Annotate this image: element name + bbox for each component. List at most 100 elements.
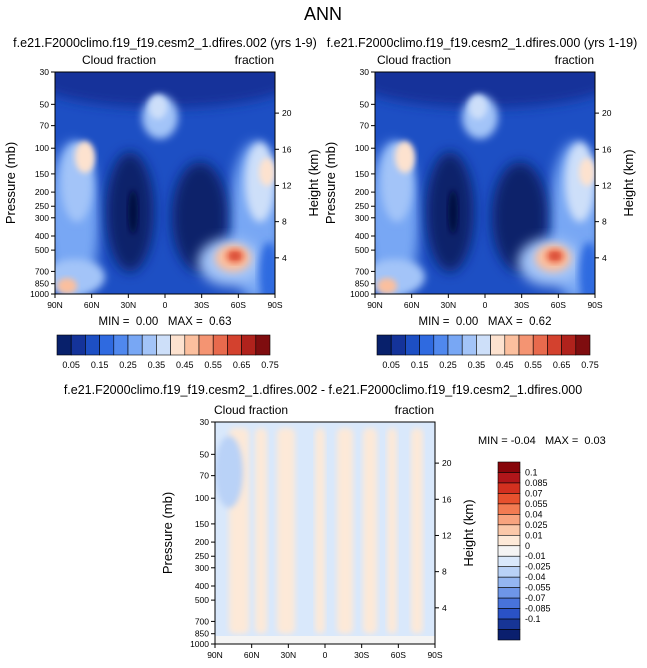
colorbar-label: 0.07 [525, 488, 543, 498]
x-tick-label: 30S [514, 300, 529, 310]
contour-region [259, 242, 275, 294]
colorbar-label: 0.35 [468, 360, 486, 370]
x-tick-label: 30S [354, 650, 369, 660]
panel-3-title: f.e21.F2000climo.f19_f19.cesm2_1.dfires.… [64, 383, 582, 397]
positive-difference-region [337, 428, 353, 634]
panel-3-left-label: Cloud fraction [214, 403, 288, 417]
colorbar-swatch [255, 334, 271, 356]
panel-1-shapes [55, 72, 275, 294]
contour-region [579, 158, 595, 186]
contour-region [128, 190, 138, 234]
colorbar-swatch [497, 482, 521, 494]
y-tick-label: 50 [200, 449, 210, 459]
colorbar-label: 0.55 [204, 360, 222, 370]
colorbar-swatch [497, 493, 521, 505]
y-tick-label: 1000 [190, 639, 209, 649]
colorbar-swatch [390, 334, 406, 356]
x-tick-label: 90N [47, 300, 63, 310]
y2-tick-label: 4 [602, 253, 607, 263]
panel-1-ylabel: Pressure (mb) [3, 142, 18, 224]
colorbar-label: 0.1 [525, 467, 538, 477]
colorbar-swatch [405, 334, 420, 356]
y-tick-label: 200 [195, 537, 209, 547]
x-tick-label: 90N [207, 650, 223, 660]
positive-difference-region [315, 428, 325, 634]
y-tick-label: 70 [40, 121, 50, 131]
panel-3-y2label: Height (km) [461, 499, 476, 566]
colorbar-label: 0.05 [382, 360, 400, 370]
panel-1-colorbar: 0.05 0.15 0.25 0.35 0.45 0.55 0.65 0.75 [56, 334, 279, 370]
y-tick-label: 150 [35, 169, 49, 179]
y-tick-label: 850 [355, 279, 369, 289]
colorbar-label: 0.055 [525, 499, 548, 509]
colorbar-label: 0.45 [176, 360, 194, 370]
y2-tick-label: 20 [442, 458, 452, 468]
colorbar-swatch [99, 334, 115, 356]
x-tick-label: 60N [84, 300, 100, 310]
colorbar-label: -0.1 [525, 614, 541, 624]
colorbar-swatch [497, 608, 521, 620]
panel-2-right-label: fraction [555, 53, 594, 67]
colorbar-swatch [490, 334, 506, 356]
contour-region [149, 95, 167, 119]
colorbar-label: 0.085 [525, 478, 548, 488]
positive-difference-region [363, 428, 377, 634]
contour-region [231, 253, 239, 259]
x-tick-label: 60S [391, 650, 406, 660]
colorbar-swatch [518, 334, 534, 356]
y2-tick-label: 20 [282, 108, 292, 118]
colorbar-label: 0.01 [525, 530, 543, 540]
panel-2-y2-ticks: 20 16 12 8 4 [595, 108, 612, 263]
positive-difference-region [411, 428, 423, 634]
colorbar-label: -0.085 [525, 604, 551, 614]
panel-3-stats: MIN = -0.04 MAX = 0.03 [478, 435, 606, 447]
x-tick-label: 90S [587, 300, 602, 310]
colorbar-label: 0.75 [581, 360, 599, 370]
contour-region [395, 141, 415, 173]
panel-3: f.e21.F2000climo.f19_f19.cesm2_1.dfires.… [64, 383, 606, 660]
y-tick-label: 700 [355, 266, 369, 276]
colorbar-swatch [532, 334, 548, 356]
colorbar-swatch [461, 334, 477, 356]
colorbar-swatch [497, 524, 521, 536]
panel-1-x-ticks: 90N 60N 30N 0 30S 60S 90S [47, 294, 283, 310]
colorbar-swatch [497, 534, 521, 547]
colorbar-swatch [433, 334, 449, 356]
negative-difference-region [215, 436, 243, 508]
colorbar-swatch [56, 334, 72, 356]
positive-difference-region [277, 428, 295, 634]
colorbar-label: 0.15 [91, 360, 109, 370]
y-tick-label: 250 [195, 551, 209, 561]
colorbar-label: 0.35 [148, 360, 166, 370]
panel-2-x-ticks: 90N 60N 30N 0 30S 60S 90S [367, 294, 603, 310]
y-tick-label: 70 [200, 471, 210, 481]
x-tick-label: 90N [367, 300, 383, 310]
colorbar-label: 0.75 [261, 360, 279, 370]
y-tick-label: 700 [195, 616, 209, 626]
panel-1-title: f.e21.F2000climo.f19_f19.cesm2_1.dfires.… [13, 36, 317, 50]
y2-tick-label: 8 [602, 217, 607, 227]
panel-3-shapes [215, 428, 435, 644]
colorbar-label: -0.01 [525, 551, 546, 561]
near-zero-region [215, 636, 435, 644]
x-tick-label: 0 [483, 300, 488, 310]
y-tick-label: 400 [355, 231, 369, 241]
panel-3-y2-ticks: 20 16 12 8 4 [435, 458, 452, 613]
colorbar-swatch [497, 618, 521, 630]
y-tick-label: 700 [35, 266, 49, 276]
colorbar-label: 0.65 [233, 360, 251, 370]
y-tick-label: 400 [35, 231, 49, 241]
contour-region [448, 190, 458, 234]
y2-tick-label: 16 [442, 494, 452, 504]
panel-2-title: f.e21.F2000climo.f19_f19.cesm2_1.dfires.… [327, 36, 638, 50]
colorbar-swatch [561, 334, 577, 356]
y-tick-label: 500 [195, 595, 209, 605]
y-tick-label: 150 [355, 169, 369, 179]
contour-region [469, 95, 487, 119]
x-tick-label: 30S [194, 300, 209, 310]
colorbar-label: 0.025 [525, 520, 548, 530]
contour-region [551, 253, 559, 259]
panel-1-right-label: fraction [235, 53, 274, 67]
